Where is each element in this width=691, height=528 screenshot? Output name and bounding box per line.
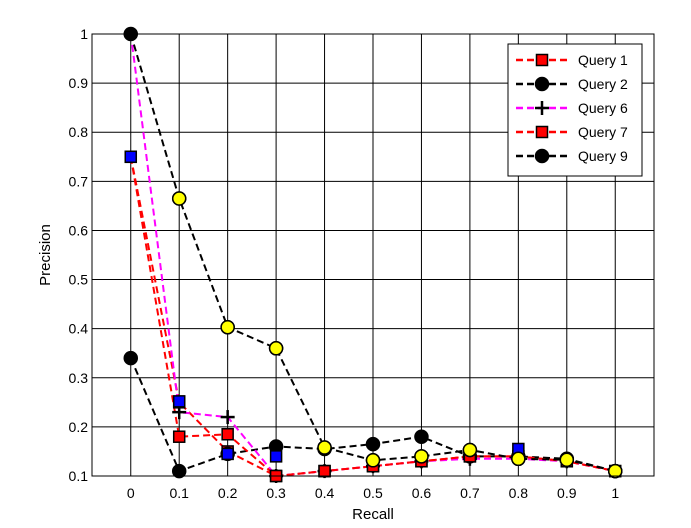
marker-layer bbox=[123, 26, 623, 483]
legend-marker-plus bbox=[535, 101, 549, 115]
yellow-circle-marker bbox=[268, 341, 284, 356]
yellow-circle-marker bbox=[317, 440, 332, 455]
plot-frame bbox=[91, 33, 655, 477]
y-tick-label: 0.7 bbox=[69, 173, 89, 189]
x-tick-label: 0.9 bbox=[557, 485, 577, 501]
y-tick-label: 0.2 bbox=[69, 419, 89, 435]
legend-marker-square bbox=[535, 125, 549, 139]
y-tick-label: 0.8 bbox=[69, 124, 89, 140]
y-tick-label: 0.1 bbox=[69, 468, 89, 484]
blue-square-marker bbox=[172, 395, 186, 408]
legend-marker-circle bbox=[534, 148, 550, 164]
y-tick-label: 1 bbox=[80, 26, 88, 42]
y-axis-label: Precision bbox=[37, 224, 54, 286]
legend-marker-circle bbox=[534, 76, 550, 92]
legend-label: Query 2 bbox=[578, 76, 628, 92]
data-point-query-2 bbox=[171, 463, 187, 479]
y-tick-label: 0.6 bbox=[69, 222, 89, 238]
x-tick-label: 1 bbox=[611, 485, 619, 501]
legend-label: Query 9 bbox=[578, 148, 628, 164]
yellow-circle-marker bbox=[414, 449, 429, 464]
legend-marker-square bbox=[535, 53, 549, 67]
blue-square-marker bbox=[124, 150, 138, 164]
x-axis-label: Recall bbox=[352, 506, 394, 523]
legend-label: Query 1 bbox=[578, 52, 628, 68]
data-point-query-7 bbox=[318, 464, 331, 478]
yellow-circle-marker bbox=[511, 451, 526, 467]
data-point-query-7 bbox=[172, 430, 186, 443]
series-line-query-7 bbox=[129, 156, 616, 478]
yellow-circle-marker bbox=[220, 319, 235, 335]
axis-ticks: 0 0.1 0.2 0.3 0.4 0.5 0.6 0.7 0.8 0.9 1 0.1 0.2 0.3 0.… bbox=[69, 26, 620, 501]
data-point-query-2 bbox=[123, 350, 139, 366]
data-point-query-7 bbox=[221, 428, 234, 441]
x-tick-label: 0.2 bbox=[218, 485, 238, 501]
data-point-query-6 bbox=[220, 410, 235, 425]
x-tick-label: 0.1 bbox=[169, 485, 189, 501]
blue-square-marker bbox=[221, 447, 234, 461]
x-tick-label: 0.4 bbox=[315, 485, 335, 501]
yellow-circle-marker bbox=[462, 442, 478, 458]
blue-square-marker bbox=[269, 450, 283, 463]
yellow-circle-marker bbox=[607, 463, 623, 479]
yellow-circle-marker bbox=[559, 452, 575, 468]
y-tick-label: 0.4 bbox=[69, 321, 89, 337]
data-point-query-2 bbox=[365, 436, 381, 452]
yellow-circle-marker bbox=[171, 191, 187, 206]
data-point-query-2 bbox=[414, 429, 429, 444]
y-tick-label: 0.9 bbox=[69, 75, 89, 91]
legend-label: Query 7 bbox=[578, 124, 628, 140]
legend-box bbox=[507, 43, 643, 177]
x-tick-label: 0.3 bbox=[266, 485, 286, 501]
x-tick-label: 0.8 bbox=[509, 485, 529, 501]
x-tick-label: 0 bbox=[127, 485, 135, 501]
legend-label: Query 6 bbox=[578, 100, 628, 116]
x-tick-label: 0.5 bbox=[363, 485, 383, 501]
y-tick-label: 0.5 bbox=[69, 272, 89, 288]
y-tick-label: 0.3 bbox=[69, 370, 89, 386]
legend: Query 1 Query 2 Query 6 Query 7 Query 9 bbox=[507, 43, 643, 177]
x-tick-label: 0.7 bbox=[460, 485, 480, 501]
x-tick-label: 0.6 bbox=[412, 485, 432, 501]
yellow-circle-marker bbox=[365, 453, 381, 468]
